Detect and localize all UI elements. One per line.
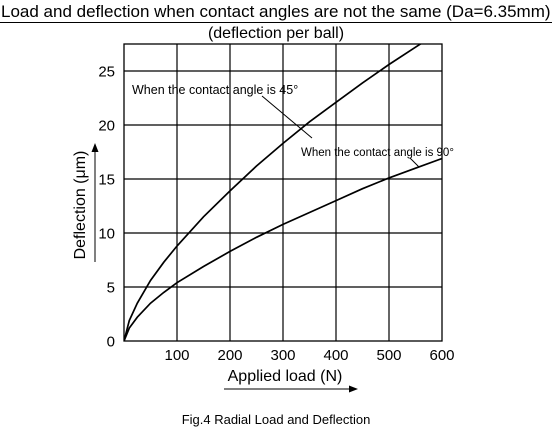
y-tick-label-10: 10 <box>98 226 115 243</box>
grid-lines <box>124 44 442 341</box>
x-tick-label-400: 400 <box>323 347 348 364</box>
series-label-leader-1 <box>261 95 313 139</box>
y-axis-arrowhead <box>91 143 99 152</box>
x-axis-arrowhead <box>349 385 358 393</box>
page-title: Load and deflection when contact angles … <box>1 2 551 21</box>
series-lines <box>124 44 442 341</box>
y-tick-label-0: 0 <box>107 334 115 351</box>
series-label-1: When the contact angle is 45° <box>132 83 298 97</box>
title-underline <box>0 22 552 23</box>
x-tick-label-100: 100 <box>164 347 189 364</box>
y-axis-label: Deflection (μm) <box>72 151 89 260</box>
page-subtitle: (deflection per ball) <box>207 25 345 42</box>
x-tick-label-600: 600 <box>429 347 454 364</box>
series-line-2 <box>124 157 442 341</box>
y-tick-label-15: 15 <box>98 172 115 189</box>
x-tick-label-200: 200 <box>217 347 242 364</box>
y-tick-label-25: 25 <box>98 64 115 81</box>
series-label-leader-2 <box>409 157 420 168</box>
tick-labels: 100 200 300 400 500 600 0 5 10 15 20 25 <box>98 64 454 365</box>
y-tick-label-5: 5 <box>107 280 115 297</box>
y-tick-label-20: 20 <box>98 118 115 135</box>
figure-caption: Fig.4 Radial Load and Deflection <box>181 412 371 427</box>
series-line-1 <box>124 44 422 341</box>
x-tick-label-500: 500 <box>376 347 401 364</box>
x-tick-label-300: 300 <box>270 347 295 364</box>
series-label-2: When the contact angle is 90° <box>301 147 454 159</box>
plot-area-frame <box>123 43 443 342</box>
x-axis-label: Applied load (N) <box>228 368 343 385</box>
series-labels: When the contact angle is 45° When the co… <box>132 83 454 168</box>
